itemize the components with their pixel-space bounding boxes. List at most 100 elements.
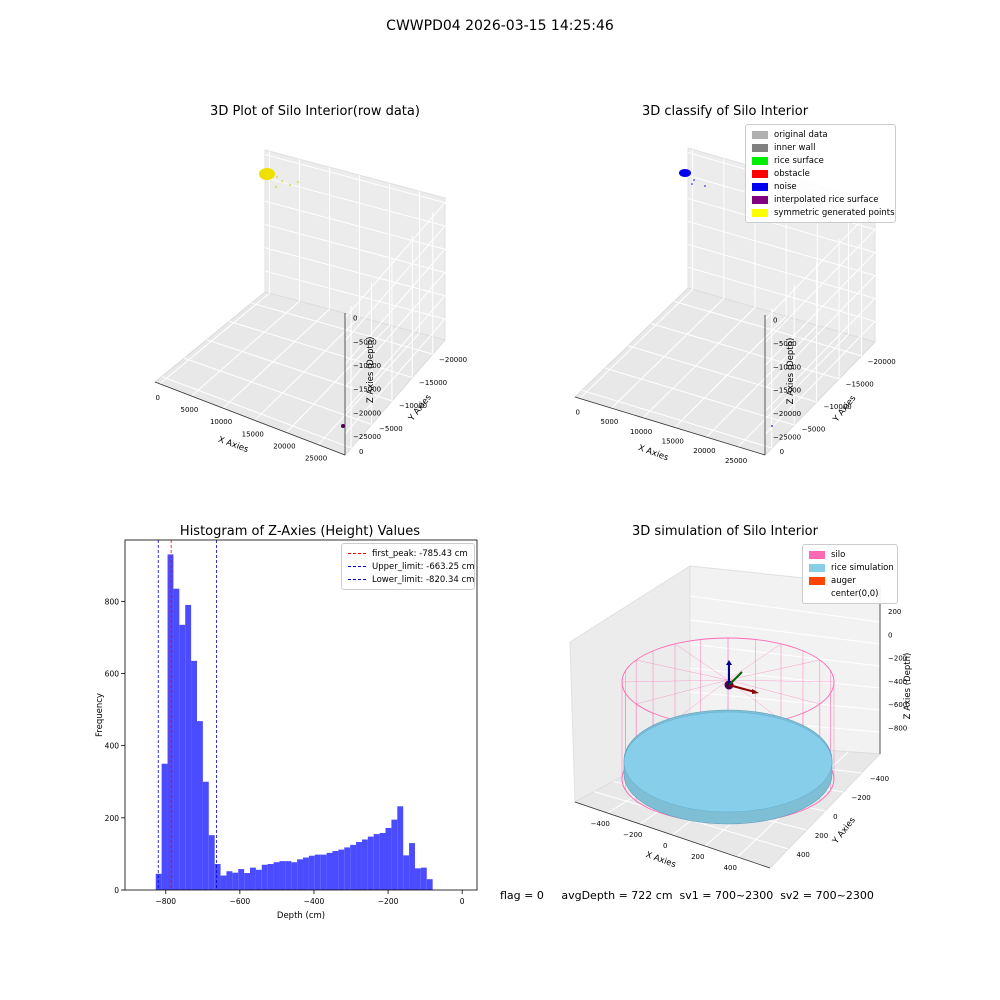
sim-z-tick-label: −400	[888, 678, 907, 686]
histogram-bar	[273, 862, 280, 890]
cls-z-tick-label: −20000	[773, 410, 801, 418]
histogram-bar	[173, 588, 180, 890]
histogram-bar	[314, 854, 321, 890]
legend-entry: original data	[752, 128, 889, 141]
legend-entry: Lower_limit: -820.34 cm	[348, 573, 474, 586]
legend-swatch	[752, 156, 768, 165]
raw-floor-grid-y	[184, 357, 372, 425]
legend-label: Lower_limit: -820.34 cm	[372, 574, 475, 585]
cls-x-tick-label: 10000	[630, 428, 652, 436]
cls-floor-grid-x	[579, 288, 694, 399]
raw-z-tick-label: −15000	[353, 386, 381, 394]
legend-entry: Upper_limit: -663.25 cm	[348, 560, 475, 573]
histogram-x-tick-label: −400	[304, 897, 325, 906]
raw-x-tick-label: 15000	[242, 430, 264, 438]
histogram-bar	[326, 852, 333, 890]
raw-main-cluster-point	[259, 168, 275, 180]
simulation-plot-title: 3D simulation of Silo Interior	[632, 524, 818, 539]
histogram-bar	[420, 867, 427, 890]
cls-x-tick-label: 0	[576, 408, 580, 416]
histogram-bar	[161, 763, 168, 890]
raw-y-tick-label: 0	[359, 448, 363, 456]
raw-floor-grid-x	[222, 308, 330, 409]
silo-wire-spoke	[727, 643, 782, 681]
rice-simulation-top	[623, 711, 833, 813]
raw-3d-plot: 0 5000 10000 15000 20000 25000 0 −5000 −10000 −15…	[154, 149, 467, 463]
legend-swatch	[809, 550, 825, 559]
histogram-bar	[279, 861, 286, 890]
raw-y-tick-label: −10000	[399, 402, 427, 410]
raw-x-tick-label: 20000	[273, 442, 295, 450]
cls-floor-grid-x	[611, 297, 725, 409]
histogram-bar	[426, 879, 433, 890]
auger-arrow-x	[728, 684, 756, 693]
histogram-bar	[303, 857, 309, 890]
sim-z-axis-label: Z Axies (Depth)	[903, 653, 913, 720]
simulation-3d-plot: −400 −200 0 200 400 400 200 0 −200 −400 200 0 −200 −4…	[569, 565, 913, 872]
cls-z-tick-label: −25000	[773, 433, 801, 441]
sim-z-tick-label: −600	[888, 701, 907, 709]
histogram-y-tick-label: 0	[114, 886, 119, 895]
silo-wire-spoke	[636, 659, 729, 681]
cls-z-tick-label: −5000	[773, 340, 797, 348]
legend-label: obstacle	[774, 168, 810, 179]
sim-wall-grid-z	[689, 643, 881, 667]
sim-y-tick-label: −400	[870, 775, 889, 783]
legend-swatch	[752, 182, 768, 191]
status-readout: flag = 0 avgDepth = 722 cm sv1 = 700~230…	[500, 889, 874, 902]
raw-wall-grid-z	[264, 177, 446, 342]
raw-wall-grid-z	[264, 200, 446, 365]
figure-suptitle: CWWPD04 2026-03-15 14:25:46	[386, 18, 614, 34]
cls-z-tick-label: −15000	[773, 387, 801, 395]
legend-entry: first_peak: -785.43 cm	[348, 547, 468, 560]
histogram-bar	[409, 843, 415, 890]
cls-y-tick-label: −5000	[802, 426, 826, 434]
raw-floor-grid-y	[206, 339, 393, 402]
histogram-bar	[191, 660, 197, 890]
histogram-x-tick-label: −800	[155, 897, 176, 906]
sim-z-tick-label: −800	[888, 725, 907, 733]
raw-scatter-point	[296, 180, 300, 184]
histogram-bar	[297, 859, 304, 890]
legend-label: original data	[774, 129, 828, 140]
raw-y-tick-label: −5000	[379, 425, 403, 433]
histogram-bar	[356, 842, 362, 890]
legend-entry: silo	[809, 548, 891, 561]
cls-y-tick-label: −10000	[824, 403, 852, 411]
raw-floor-grid-x	[191, 300, 300, 397]
cls-floor-grid-x	[642, 306, 756, 419]
legend-label: rice simulation	[831, 562, 894, 573]
sim-wall-grid-z	[689, 595, 881, 623]
cls-z-tick-label: 0	[773, 317, 777, 325]
raw-wall-grid-z	[264, 154, 446, 318]
raw-x-tick-label: 5000	[181, 406, 199, 414]
legend-label: inner wall	[774, 142, 816, 153]
histogram-bar	[391, 819, 398, 890]
histogram-bar	[361, 839, 368, 890]
histogram-y-axis-label: Frequency	[95, 693, 105, 737]
histogram-bar	[238, 869, 245, 890]
legend-swatch	[809, 590, 825, 598]
histogram-x-tick-label: 0	[460, 897, 465, 906]
sim-wall-grid-z	[689, 691, 881, 711]
histogram-bar	[202, 781, 209, 890]
cls-wall-grid-z	[687, 266, 876, 435]
raw-z-tick-label: −20000	[353, 409, 381, 417]
histogram-bar	[385, 827, 392, 890]
silo-wire-spoke	[636, 679, 729, 705]
legend-line-swatch	[348, 553, 366, 554]
cls-x-tick-label: 25000	[725, 457, 747, 465]
raw-plot-title: 3D Plot of Silo Interior(row data)	[210, 104, 420, 119]
raw-wall-grid-z	[264, 224, 446, 388]
cls-noise-point	[704, 185, 706, 187]
histogram-title: Histogram of Z-Axies (Height) Values	[179, 524, 421, 539]
histogram-x-tick-label: −200	[378, 897, 399, 906]
legend-label: Upper_limit: -663.25 cm	[372, 561, 475, 572]
cls-floor-grid-y	[650, 323, 840, 380]
sim-x-tick-label: −200	[623, 831, 642, 839]
silo-wire-spoke	[674, 643, 729, 681]
legend-label: auger	[831, 575, 856, 586]
histogram-bar	[208, 835, 215, 890]
legend-swatch	[752, 208, 768, 217]
raw-x-tick-label: 25000	[305, 455, 327, 463]
